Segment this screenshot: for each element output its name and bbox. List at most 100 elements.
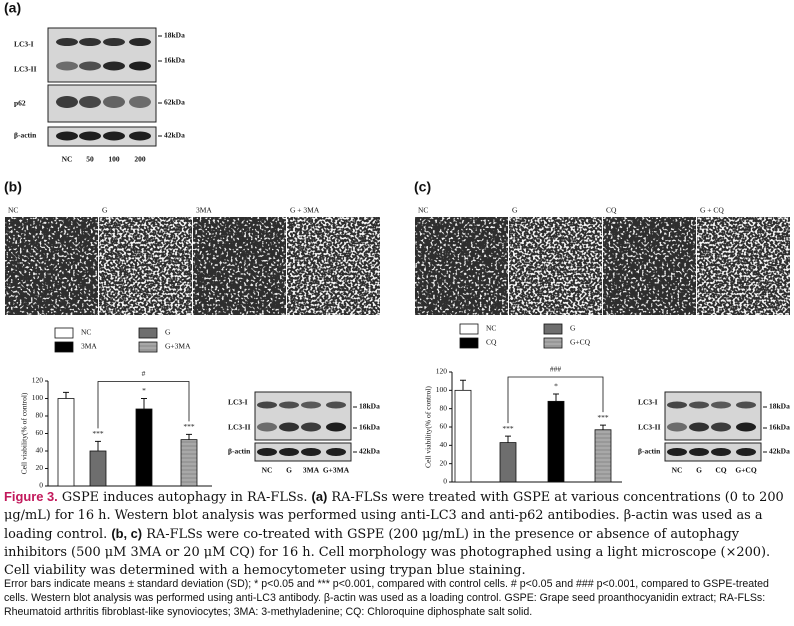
band bbox=[279, 401, 299, 409]
lane-label: 50 bbox=[86, 155, 94, 164]
significance-label: * bbox=[142, 386, 146, 395]
legend-label: NC bbox=[486, 324, 496, 333]
bar bbox=[454, 389, 472, 483]
band bbox=[689, 448, 709, 456]
error-bar bbox=[600, 424, 606, 430]
lane-label: G bbox=[286, 466, 292, 475]
y-tick-label: 60 bbox=[440, 422, 448, 431]
band bbox=[103, 96, 125, 108]
band bbox=[257, 422, 277, 432]
band bbox=[129, 61, 151, 71]
micrograph-cells bbox=[697, 217, 790, 315]
y-tick-label: 80 bbox=[440, 403, 448, 412]
figure-panels: (a) (b) (c) LC3-I LC3-II p62 β-actin 18kDa 16… bbox=[4, 0, 790, 488]
marker-label: 16kDa bbox=[164, 56, 185, 65]
caption-text: RA-FLSs were treated with GSPE at variou… bbox=[4, 490, 784, 542]
micrograph-cells bbox=[509, 217, 602, 315]
band bbox=[56, 96, 78, 108]
band bbox=[279, 448, 299, 456]
marker-label: 42kDa bbox=[164, 131, 185, 140]
legend-label: 3MA bbox=[81, 342, 97, 351]
error-bar bbox=[460, 379, 466, 391]
comparison-bracket bbox=[507, 376, 604, 424]
legend-swatch bbox=[54, 341, 74, 353]
caption-tag: (a) bbox=[311, 489, 328, 504]
y-tick-label: 100 bbox=[436, 385, 448, 394]
marker-label: 18kDa bbox=[164, 31, 185, 40]
band bbox=[736, 422, 756, 432]
band bbox=[301, 401, 321, 409]
y-tick-label: 40 bbox=[36, 446, 44, 455]
panel-label: (a) bbox=[4, 0, 21, 16]
band bbox=[326, 422, 346, 432]
lane-label: NC bbox=[672, 466, 683, 475]
band bbox=[689, 422, 709, 432]
blot-strip bbox=[47, 27, 157, 83]
legend-swatch bbox=[138, 327, 158, 339]
y-tick-label: 0 bbox=[39, 481, 43, 488]
band bbox=[129, 96, 151, 108]
significance-label: *** bbox=[183, 422, 195, 431]
lane-label: 3MA bbox=[303, 466, 320, 475]
row-label: LC3-I bbox=[638, 398, 658, 407]
bar bbox=[499, 442, 517, 483]
row-label: LC3-I bbox=[228, 398, 248, 407]
legend-swatch bbox=[138, 341, 158, 353]
band bbox=[667, 448, 687, 456]
caption-text: RA-FLSs were co-treated with GSPE (200 μ… bbox=[4, 527, 771, 578]
comparison-bracket bbox=[97, 381, 190, 429]
y-axis-label: Cell viability(% of control) bbox=[20, 392, 29, 474]
error-bar bbox=[63, 391, 69, 399]
legend-swatch bbox=[543, 323, 563, 335]
image-label: G + 3MA bbox=[290, 206, 320, 215]
y-tick-label: 20 bbox=[36, 463, 44, 472]
error-bar bbox=[553, 393, 559, 402]
error-bar bbox=[141, 398, 147, 409]
comparison-label: ### bbox=[550, 365, 562, 374]
y-axis-label: Cell viability(% of control) bbox=[424, 386, 433, 468]
band bbox=[56, 61, 78, 71]
marker-label: 42kDa bbox=[359, 447, 380, 456]
band bbox=[103, 61, 125, 71]
image-label: NC bbox=[8, 206, 18, 215]
significance-label: * bbox=[554, 382, 558, 391]
lane-label: G bbox=[696, 466, 702, 475]
band bbox=[79, 61, 101, 71]
bar bbox=[547, 400, 565, 483]
band bbox=[326, 448, 346, 456]
legend-label: G+3MA bbox=[165, 342, 191, 351]
band bbox=[667, 401, 687, 409]
legend-swatch bbox=[459, 337, 479, 349]
image-label: G bbox=[512, 206, 518, 215]
micrograph-cells bbox=[287, 217, 380, 315]
legend-label: G+CQ bbox=[570, 338, 591, 347]
band bbox=[736, 448, 756, 456]
row-label: β-actin bbox=[638, 447, 661, 456]
comparison-label: # bbox=[142, 369, 146, 378]
band bbox=[711, 448, 731, 456]
row-label: LC3-II bbox=[228, 423, 251, 432]
row-label: β-actin bbox=[14, 131, 37, 140]
y-tick-label: 40 bbox=[440, 440, 448, 449]
band bbox=[129, 38, 151, 46]
lane-label: CQ bbox=[715, 466, 726, 475]
legend-label: CQ bbox=[486, 338, 497, 347]
significance-label: *** bbox=[502, 424, 514, 433]
band bbox=[301, 422, 321, 432]
marker-label: 16kDa bbox=[769, 423, 790, 432]
band bbox=[257, 448, 277, 456]
marker-label: 16kDa bbox=[359, 423, 380, 432]
lane-label: NC bbox=[262, 466, 273, 475]
row-label: LC3-I bbox=[14, 40, 34, 49]
row-label: LC3-II bbox=[638, 423, 661, 432]
band bbox=[56, 38, 78, 46]
lane-label: NC bbox=[62, 155, 73, 164]
image-label: G bbox=[102, 206, 108, 215]
image-label: G + CQ bbox=[700, 206, 724, 215]
bar bbox=[135, 408, 153, 487]
error-bar bbox=[186, 433, 192, 440]
legend-label: G bbox=[570, 324, 576, 333]
panel-label: (c) bbox=[414, 179, 431, 195]
y-tick-label: 120 bbox=[436, 367, 448, 376]
